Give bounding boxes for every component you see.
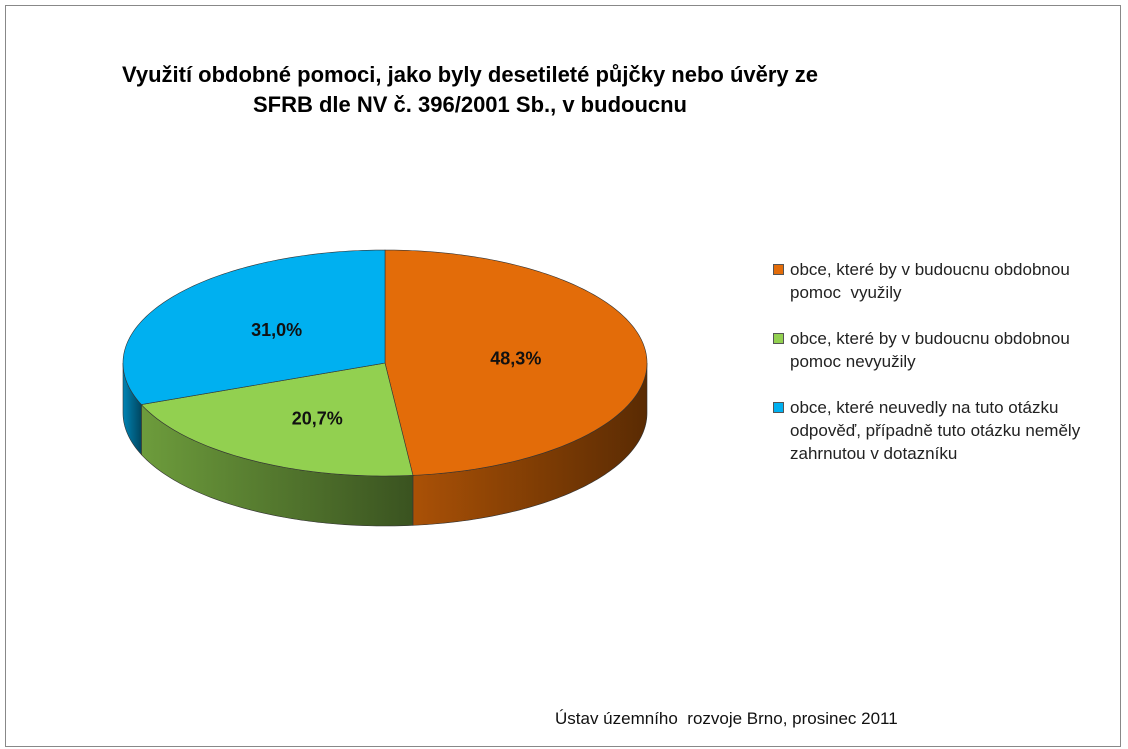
legend-label: obce, které by v budoucnu obdobnou pomoc… — [790, 260, 1075, 302]
legend-swatch — [773, 402, 784, 413]
chart-title: Využití obdobné pomoci, jako byly deseti… — [121, 62, 825, 117]
legend-label: obce, které by v budoucnu obdobnou pomoc… — [790, 329, 1075, 371]
data-label: 20,7% — [292, 409, 343, 429]
slice — [384, 249, 648, 476]
source-note: Ústav územního rozvoje Brno, prosinec 20… — [555, 709, 898, 728]
legend-entry: obce, které by v budoucnu obdobnou pomoc… — [773, 327, 1093, 373]
data-label: 48,3% — [490, 349, 541, 369]
legend-swatch — [773, 264, 784, 275]
slice — [122, 249, 386, 405]
legend-swatch — [773, 333, 784, 344]
slice — [140, 362, 414, 477]
legend-label: obce, které neuvedly na tuto otázku odpo… — [790, 398, 1085, 463]
legend: obce, které by v budoucnu obdobnou pomoc… — [773, 258, 1093, 488]
legend-entry: obce, které neuvedly na tuto otázku odpo… — [773, 396, 1093, 465]
legend-entry: obce, které by v budoucnu obdobnou pomoc… — [773, 258, 1093, 304]
data-label: 31,0% — [251, 320, 302, 340]
